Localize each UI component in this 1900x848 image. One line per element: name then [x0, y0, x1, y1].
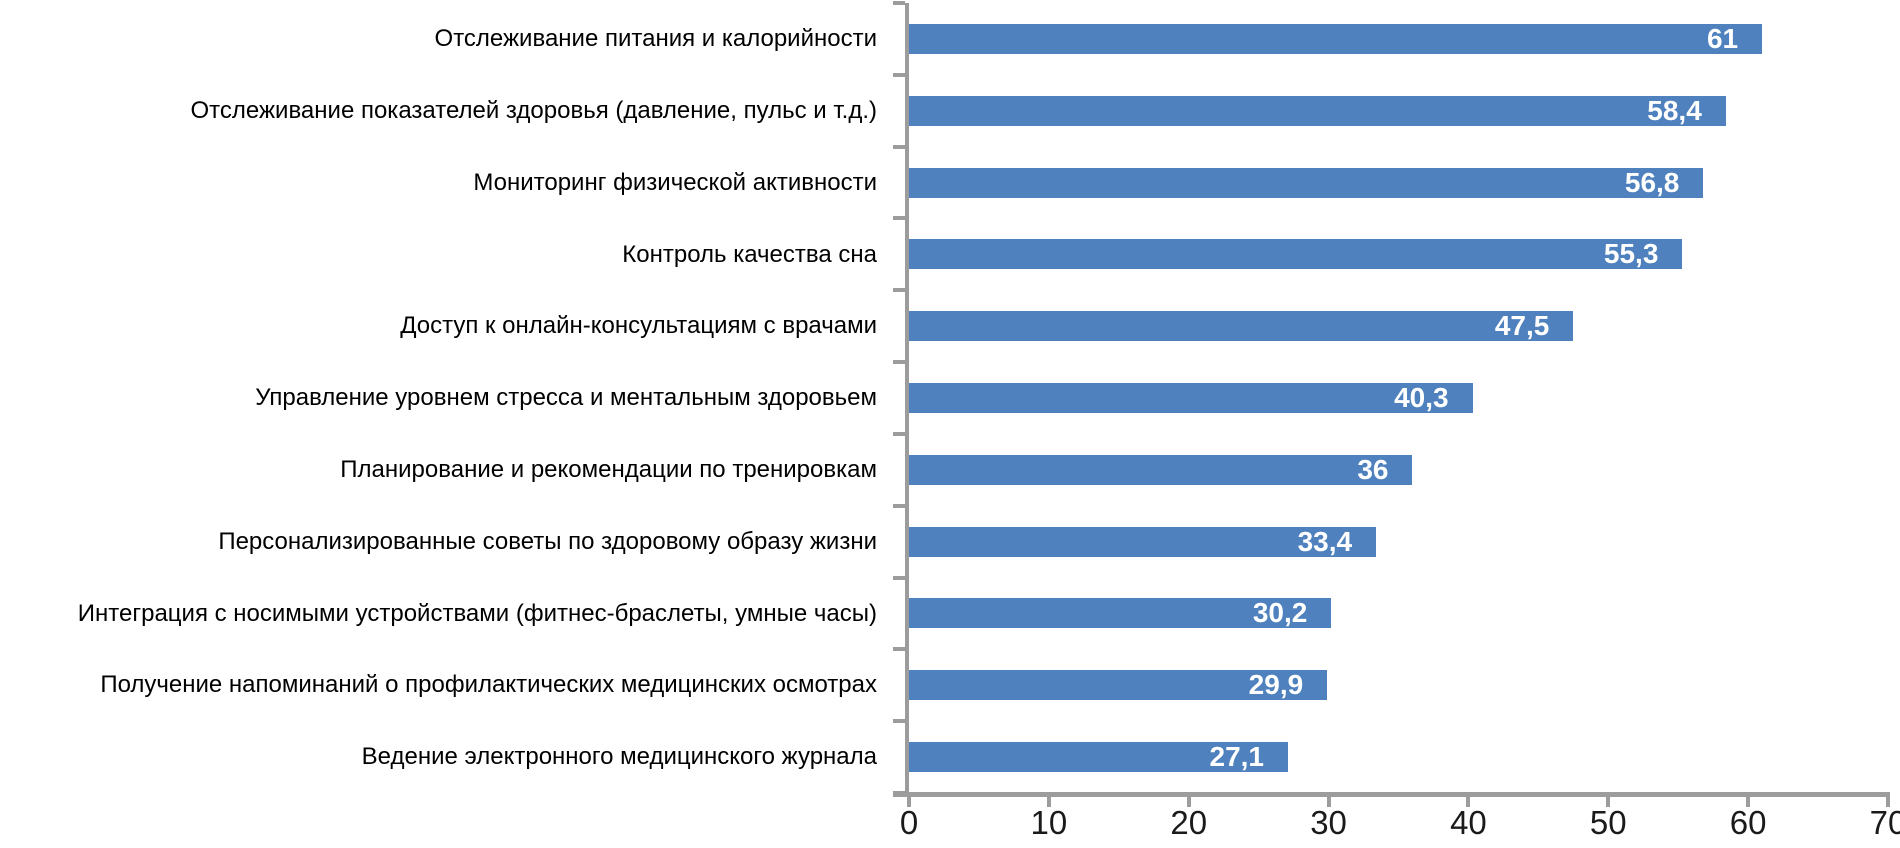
bar: 61 — [909, 22, 1763, 54]
bar-area: 56,8 — [909, 147, 1888, 219]
bar-row: Доступ к онлайн-консультациям с врачами … — [0, 290, 1888, 362]
x-axis-labels: 0 10 20 30 40 50 60 70 — [900, 804, 1900, 845]
y-axis-tick — [893, 431, 905, 436]
bar-value-label: 47,5 — [1494, 310, 1550, 342]
bar-value-label: 33,4 — [1297, 525, 1353, 557]
x-axis-tick — [1046, 797, 1051, 807]
bar-area: 55,3 — [909, 218, 1888, 290]
category-label: Отслеживание питания и калорийности — [434, 25, 877, 53]
x-axis-ticks — [907, 797, 1890, 807]
bar: 56,8 — [909, 166, 1704, 198]
bar-value-label: 30,2 — [1252, 597, 1308, 629]
bar-row: Получение напоминаний о профилактических… — [0, 649, 1888, 721]
bar: 27,1 — [909, 741, 1288, 773]
x-axis-tick-label: 40 — [1450, 804, 1487, 841]
category-label: Отслеживание показателей здоровья (давле… — [190, 96, 877, 124]
bar-row: Контроль качества сна 55,3 — [0, 218, 1888, 290]
bar-area: 29,9 — [909, 649, 1888, 721]
bar-value-label: 36 — [1357, 453, 1389, 485]
bar: 55,3 — [909, 238, 1683, 270]
x-axis-tick-label: 0 — [899, 804, 919, 841]
bar-row: Планирование и рекомендации по тренировк… — [0, 434, 1888, 506]
bar-row: Интеграция с носимыми устройствами (фитн… — [0, 578, 1888, 650]
bar-area: 40,3 — [909, 362, 1888, 434]
x-axis-tick-label: 20 — [1170, 804, 1208, 841]
y-axis-tick — [893, 503, 905, 508]
y-axis-tick — [893, 647, 905, 652]
category-label: Управление уровнем стресса и ментальным … — [255, 384, 877, 412]
y-axis-tick — [893, 575, 905, 580]
bar-value-label: 61 — [1706, 22, 1739, 54]
x-axis-tick — [1186, 797, 1191, 807]
y-axis-tick — [893, 1, 905, 5]
y-axis-line — [905, 3, 909, 793]
y-axis-tick — [893, 72, 905, 77]
bar-area: 61 — [909, 3, 1888, 75]
x-axis-line — [893, 792, 1890, 797]
bar-area: 33,4 — [909, 506, 1888, 578]
bar-value-label: 29,9 — [1248, 669, 1304, 701]
y-axis-tick — [893, 288, 905, 293]
bar-row: Отслеживание питания и калорийности 61 — [0, 3, 1888, 75]
bar: 36 — [909, 453, 1413, 485]
x-axis-tick-label: 60 — [1729, 804, 1767, 841]
category-label: Планирование и рекомендации по тренировк… — [340, 455, 877, 483]
bar-area: 47,5 — [909, 290, 1888, 362]
bar-area: 58,4 — [909, 75, 1888, 147]
x-axis-tick — [1886, 797, 1890, 807]
y-axis-tick — [893, 791, 905, 795]
x-axis-tick-label: 10 — [1030, 804, 1068, 841]
bar: 29,9 — [909, 669, 1328, 701]
bar: 33,4 — [909, 525, 1377, 557]
y-axis-tick — [893, 216, 905, 221]
y-axis-tick — [893, 719, 905, 724]
bar: 40,3 — [909, 381, 1473, 413]
category-label: Контроль качества сна — [622, 240, 877, 268]
bar-row: Ведение электронного медицинского журнал… — [0, 721, 1888, 793]
category-label: Доступ к онлайн-консультациям с врачами — [400, 312, 877, 340]
bar-area: 27,1 — [909, 721, 1888, 793]
x-axis-tick — [1606, 797, 1611, 807]
bar-value-label: 40,3 — [1394, 381, 1449, 413]
bar-value-label: 55,3 — [1603, 238, 1659, 270]
category-label: Интеграция с носимыми устройствами (фитн… — [77, 599, 877, 627]
bar-value-label: 27,1 — [1209, 741, 1265, 773]
bar-row: Персонализированные советы по здоровому … — [0, 506, 1888, 578]
category-label: Мониторинг физической активности — [473, 168, 877, 196]
x-axis-tick-label: 50 — [1589, 804, 1627, 841]
x-axis-tick — [1746, 797, 1751, 807]
bar-area: 30,2 — [909, 578, 1888, 650]
y-axis-tick — [893, 144, 905, 149]
bar: 58,4 — [909, 94, 1726, 126]
bar-row: Мониторинг физической активности 56,8 — [0, 147, 1888, 219]
bar-value-label: 58,4 — [1647, 94, 1702, 126]
category-label: Персонализированные советы по здоровому … — [218, 527, 877, 555]
category-label: Ведение электронного медицинского журнал… — [361, 743, 877, 771]
x-axis-tick — [1326, 797, 1331, 807]
bar-row: Отслеживание показателей здоровья (давле… — [0, 75, 1888, 147]
y-axis-tick — [893, 360, 905, 365]
bar-rows: Отслеживание питания и калорийности 61 О… — [0, 3, 1888, 793]
bar-value-label: 56,8 — [1624, 166, 1680, 198]
x-axis-tick-label: 30 — [1310, 804, 1347, 841]
x-axis-tick — [1466, 797, 1471, 807]
bar: 30,2 — [909, 597, 1332, 629]
x-axis-tick-label: 70 — [1869, 804, 1900, 841]
category-label: Получение напоминаний о профилактических… — [100, 671, 877, 699]
bar: 47,5 — [909, 310, 1574, 342]
bar-row: Управление уровнем стресса и ментальным … — [0, 362, 1888, 434]
bar-area: 36 — [909, 434, 1888, 506]
x-axis-tick — [907, 797, 911, 807]
